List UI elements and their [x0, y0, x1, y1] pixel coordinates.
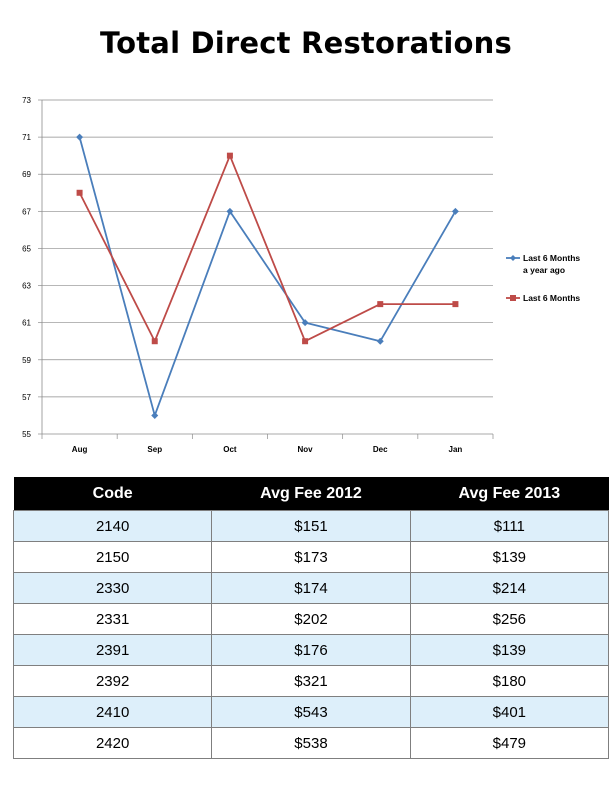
fee-table: Code Avg Fee 2012 Avg Fee 2013 2140 $151… [12, 477, 610, 759]
cell-fee-2012: $538 [211, 727, 411, 759]
data-point-square [377, 301, 384, 308]
cell-code: 2410 [12, 696, 213, 728]
data-point-diamond [76, 133, 84, 141]
cell-fee-2013: $111 [409, 510, 610, 542]
cell-code: 2331 [12, 603, 213, 635]
line-chart: 55 57 59 61 63 65 67 69 71 73 Aug Sep Oct Nov Dec Jan La… [22, 96, 580, 454]
data-point-square [302, 338, 309, 345]
cell-fee-2013: $139 [409, 541, 610, 573]
y-tick-label: 63 [22, 282, 31, 291]
cell-code: 2330 [12, 572, 213, 604]
y-tick-label: 55 [22, 430, 31, 439]
table-row: 2330 $174 $214 [12, 572, 610, 604]
cell-fee-2013: $180 [409, 665, 610, 697]
table-row: 2150 $173 $139 [12, 541, 610, 573]
cell-fee-2012: $151 [211, 510, 411, 542]
table-row: 2392 $321 $180 [12, 665, 610, 697]
table-row: 2410 $543 $401 [12, 696, 610, 728]
data-point-diamond [226, 207, 234, 215]
table-row: 2140 $151 $111 [12, 510, 610, 542]
y-tick-label: 57 [22, 393, 31, 402]
x-tick-label: Nov [298, 445, 314, 454]
y-tick-label: 69 [22, 170, 31, 179]
legend-label: Last 6 Months [523, 253, 580, 263]
y-tick-label: 61 [22, 319, 31, 328]
data-point-square [226, 152, 233, 159]
y-tick-label: 73 [22, 96, 31, 105]
y-tick-label: 67 [22, 207, 31, 216]
table-row: 2391 $176 $139 [12, 634, 610, 666]
cell-fee-2013: $214 [409, 572, 610, 604]
cell-code: 2391 [12, 634, 213, 666]
data-point-square [76, 189, 83, 196]
cell-fee-2012: $321 [211, 665, 411, 697]
x-tick-label: Aug [72, 445, 88, 454]
cell-fee-2012: $174 [211, 572, 411, 604]
data-point-diamond [376, 337, 384, 345]
cell-code: 2150 [12, 541, 213, 573]
series-line-1 [78, 136, 457, 417]
x-tick-label: Jan [449, 445, 463, 454]
x-tick-label: Dec [373, 445, 388, 454]
cell-fee-2013: $139 [409, 634, 610, 666]
data-point-diamond [451, 207, 459, 215]
cell-code: 2140 [12, 510, 213, 542]
cell-fee-2013: $479 [409, 727, 610, 759]
cell-fee-2012: $202 [211, 603, 411, 635]
series-line-2 [78, 154, 456, 343]
y-tick-label: 65 [22, 244, 31, 253]
chart-title: Total Direct Restorations [99, 26, 512, 60]
data-point-diamond [301, 319, 309, 327]
y-tick-label: 71 [22, 133, 31, 142]
cell-fee-2012: $176 [211, 634, 411, 666]
cell-fee-2013: $256 [409, 603, 610, 635]
header-code: Code [13, 477, 212, 511]
cell-code: 2392 [12, 665, 213, 697]
header-avg-fee-2013: Avg Fee 2013 [410, 477, 609, 511]
legend-label: Last 6 Months [523, 293, 580, 303]
data-point-square [151, 338, 158, 345]
cell-fee-2012: $543 [211, 696, 411, 728]
cell-fee-2012: $173 [211, 541, 411, 573]
legend-marker-diamond [510, 255, 516, 261]
cell-fee-2013: $401 [409, 696, 610, 728]
table-header-row: Code Avg Fee 2012 Avg Fee 2013 [13, 477, 609, 511]
data-point-diamond [151, 411, 159, 419]
x-tick-label: Oct [223, 445, 237, 454]
cell-code: 2420 [12, 727, 213, 759]
data-point-square [452, 301, 459, 308]
table-row: 2331 $202 $256 [12, 603, 610, 635]
table-row: 2420 $538 $479 [12, 727, 610, 759]
x-tick-label: Sep [147, 445, 162, 454]
header-avg-fee-2012: Avg Fee 2012 [211, 477, 411, 511]
legend-label: a year ago [523, 265, 565, 275]
y-tick-label: 59 [22, 356, 31, 365]
legend-marker-square [510, 295, 516, 301]
